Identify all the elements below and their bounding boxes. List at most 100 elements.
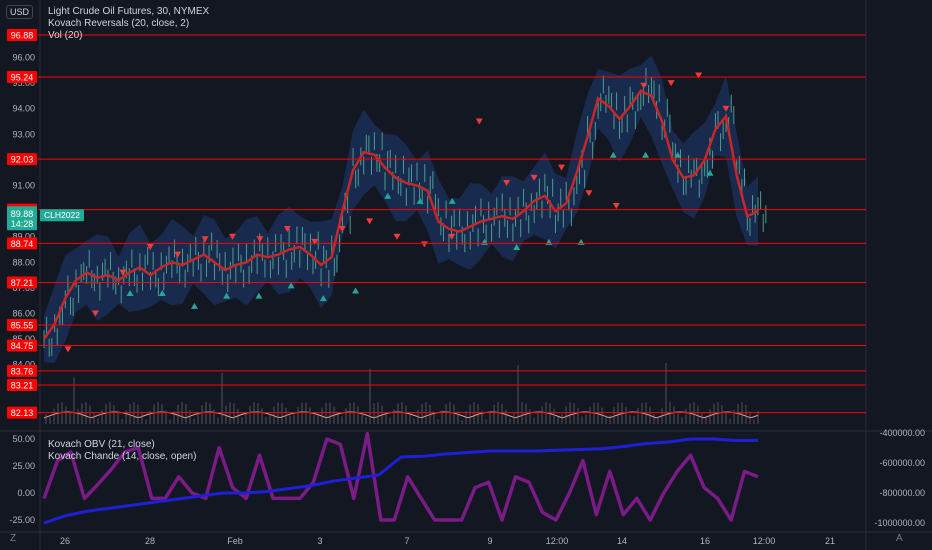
obv-y-tick: -800000.00 [879, 488, 925, 498]
x-tick-label: 12:00 [753, 536, 776, 546]
level-tag-label: 87.21 [11, 278, 34, 288]
buy-signal-marker [416, 197, 424, 204]
buy-signal-marker [642, 151, 650, 158]
symbol-tag [40, 209, 84, 222]
bar-countdown-label: 14:28 [11, 219, 34, 229]
legend-kovach-obv: Kovach OBV (21, close) [48, 439, 155, 450]
buy-signal-marker [513, 243, 521, 250]
obv-y-tick: -600000.00 [879, 458, 925, 468]
current-price-label: 89.88 [11, 209, 34, 219]
y-tick-label: 95.00 [12, 78, 35, 88]
sell-signal-marker [393, 233, 401, 240]
legend-kovach-chande: Kovach Chande (14, close, open) [48, 451, 197, 462]
chande-y-tick: -25.00 [9, 515, 35, 525]
level-tag-label: 85.55 [11, 321, 34, 331]
level-tag-label: 88.74 [11, 239, 34, 249]
auto-scale-button[interactable]: A [896, 533, 903, 544]
sell-signal-marker [229, 233, 236, 240]
y-tick-label: 93.00 [12, 129, 35, 139]
sell-signal-marker [256, 236, 264, 243]
y-tick-label: 88.00 [12, 257, 35, 267]
level-tag-label: 92.03 [11, 155, 34, 165]
sell-signal-marker [667, 80, 675, 87]
buy-signal-marker [384, 192, 392, 199]
sell-signal-marker [311, 238, 319, 245]
x-tick-label: 7 [404, 536, 409, 546]
chande-y-tick: 0.00 [17, 488, 35, 498]
legend-vol: Vol (20) [48, 30, 83, 41]
current-price-tag [7, 206, 37, 231]
buy-signal-marker [609, 151, 617, 158]
buy-signal-marker [706, 169, 714, 176]
z-button[interactable]: Z [10, 533, 17, 544]
x-tick-label: 3 [317, 536, 322, 546]
kovach-chande-line [42, 431, 759, 522]
level-tag [7, 406, 37, 419]
level-tag-label: 82.13 [11, 408, 34, 418]
buy-signal-marker [319, 295, 327, 302]
buy-signal-marker [287, 282, 295, 289]
sell-signal-marker [91, 310, 99, 317]
level-tag-label: 83.21 [11, 380, 34, 390]
y-tick-label: 96.00 [12, 53, 35, 63]
y-tick-label: 85.00 [12, 334, 35, 344]
x-tick-label: 12:00 [546, 536, 569, 546]
level-tag-label: 84.75 [11, 341, 34, 351]
sell-signal-marker [640, 82, 648, 89]
level-tag-label: 95.24 [11, 72, 34, 82]
sell-signal-marker [585, 190, 593, 197]
legend-title: Light Crude Oil Futures, 30, NYMEX [48, 6, 210, 17]
sell-signal-marker [448, 233, 456, 240]
sell-signal-marker [612, 203, 620, 210]
y-tick-label: 94.00 [12, 104, 35, 114]
sell-signal-marker [283, 226, 291, 233]
sell-signal-marker [146, 243, 154, 250]
symbol-tag-label: CLH2022 [44, 210, 80, 220]
sell-signal-marker [366, 218, 374, 225]
x-tick-label: 21 [825, 536, 835, 546]
level-tag [7, 29, 37, 41]
sell-signal-marker [119, 269, 127, 276]
sell-signal-marker [338, 226, 346, 233]
kovach-obv-line [43, 437, 758, 525]
level-tag [7, 339, 37, 352]
x-tick-label: Feb [227, 536, 243, 546]
legend-kovach-reversals: Kovach Reversals (20, close, 2) [48, 18, 190, 29]
y-tick-label: 84.00 [12, 360, 35, 370]
chande-y-tick: 25.00 [12, 461, 35, 471]
y-tick-label: 86.00 [12, 309, 35, 319]
level-tag [7, 378, 37, 391]
y-tick-label: 89.00 [12, 232, 35, 242]
buy-signal-marker [126, 290, 134, 297]
x-tick-label: 28 [145, 536, 155, 546]
sell-signal-marker [695, 72, 703, 79]
currency-button[interactable]: USD [6, 5, 34, 19]
buy-signal-marker [448, 197, 456, 204]
buy-signal-marker [674, 151, 682, 158]
x-tick-label: 16 [700, 536, 710, 546]
obv-y-tick: -400000.00 [879, 428, 925, 438]
x-tick-label: 9 [487, 536, 492, 546]
level-tag [7, 319, 37, 332]
y-tick-label: 91.00 [12, 181, 35, 191]
buy-signal-marker [190, 302, 198, 309]
buy-signal-marker [255, 292, 263, 299]
sell-signal-marker [64, 346, 72, 353]
level-tag [7, 70, 37, 83]
sell-signal-marker [530, 174, 538, 181]
level-tag-label: 83.76 [11, 366, 34, 376]
sell-signal-marker [722, 105, 730, 112]
sell-signal-marker [503, 179, 511, 186]
x-tick-label: 14 [617, 536, 627, 546]
chande-y-tick: 50.00 [12, 434, 35, 444]
level-tag [7, 153, 37, 166]
buy-signal-marker [158, 290, 166, 297]
level-tag [7, 237, 37, 250]
sell-signal-marker [558, 164, 565, 171]
kovach-reversals-line [42, 89, 759, 340]
x-tick-label: 26 [60, 536, 70, 546]
obv-y-tick: -1000000.00 [874, 518, 925, 528]
level-tag [7, 364, 37, 377]
level-tag-label: 96.88 [11, 31, 34, 41]
